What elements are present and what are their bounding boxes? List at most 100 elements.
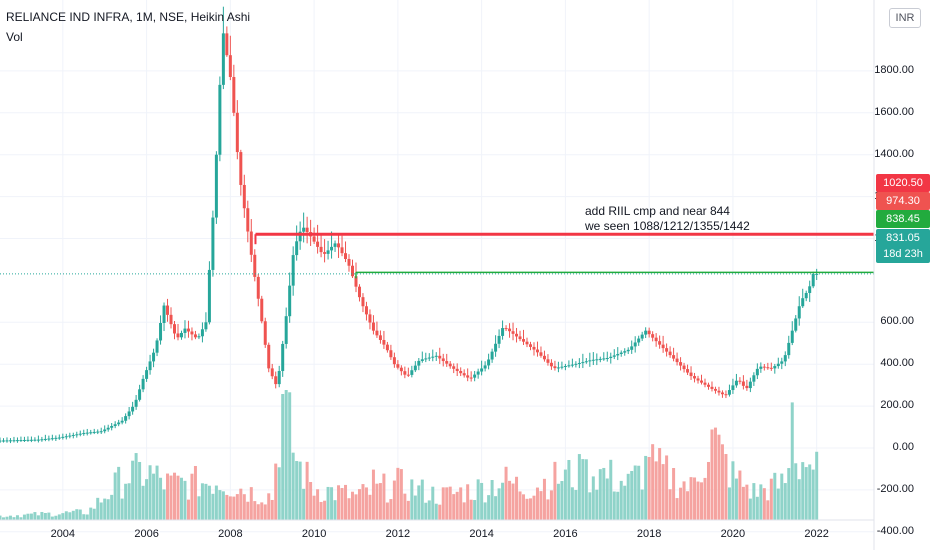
- candle-body: [563, 366, 567, 368]
- candle-body: [399, 367, 403, 372]
- volume-bar: [560, 481, 564, 520]
- candle-body: [169, 314, 173, 325]
- candle-body: [260, 298, 264, 322]
- candle-body: [462, 373, 466, 376]
- volume-bar: [511, 483, 515, 520]
- currency-button[interactable]: INR: [889, 8, 921, 28]
- candle-body: [8, 440, 12, 442]
- volume-bar: [539, 491, 543, 520]
- candle-body: [75, 434, 79, 436]
- volume-bar: [738, 470, 742, 520]
- support-price-tag: 838.45: [876, 210, 930, 228]
- volume-bar: [319, 501, 323, 520]
- candle-body: [218, 84, 222, 155]
- volume-bar: [759, 484, 763, 520]
- volume-bar: [675, 498, 679, 520]
- candle-body: [166, 305, 170, 315]
- candle-body: [581, 362, 585, 364]
- candle-body: [720, 392, 724, 395]
- grid: [0, 0, 874, 533]
- time-axis-tick: 2008: [218, 528, 243, 540]
- volume-bar: [420, 479, 424, 520]
- volume-bar: [29, 513, 33, 520]
- candle-body: [518, 336, 522, 340]
- volume-bar: [745, 484, 749, 520]
- volume-bar: [462, 502, 466, 520]
- volume-bar: [410, 479, 414, 520]
- candle-body: [644, 330, 648, 335]
- candle-body: [438, 355, 442, 359]
- candle-body: [780, 361, 784, 364]
- candle-body: [549, 362, 553, 367]
- volume-bar: [200, 483, 204, 520]
- volume-bar: [389, 499, 393, 520]
- volume-bar: [40, 511, 44, 520]
- volume-bar: [612, 491, 616, 520]
- volume-bar: [801, 462, 805, 520]
- candle-body: [54, 437, 58, 439]
- volume-bar: [103, 498, 107, 520]
- volume-bar: [211, 493, 215, 520]
- candle-body: [448, 363, 452, 367]
- high-price-tag: 974.30: [876, 192, 930, 210]
- candle-body: [452, 366, 456, 369]
- candle-body: [577, 362, 581, 364]
- volume-bar: [298, 461, 302, 520]
- candle-body: [441, 358, 445, 362]
- volume-bar: [1, 517, 5, 520]
- candle-body: [501, 328, 505, 336]
- candle-body: [26, 439, 30, 441]
- candle-body: [267, 344, 271, 369]
- volume-bar: [448, 486, 452, 520]
- candle-body: [326, 250, 330, 254]
- volume-bar: [546, 499, 550, 520]
- candle-body: [47, 438, 51, 440]
- volume-bar: [455, 491, 459, 520]
- candle-body: [661, 344, 665, 349]
- candle-body: [480, 368, 484, 372]
- candle-body: [186, 328, 190, 332]
- candle-body: [494, 343, 498, 352]
- text-annotation[interactable]: add RIIL cmp and near 844 we seen 1088/1…: [585, 204, 750, 234]
- volume-bar: [148, 465, 152, 520]
- volume-bar: [71, 510, 75, 520]
- volume-bar: [766, 500, 770, 520]
- volume-bar: [337, 485, 341, 520]
- volume-bar: [549, 490, 553, 520]
- volume-bar: [333, 500, 337, 520]
- time-axis-tick: 2022: [804, 528, 829, 540]
- candle-body: [420, 359, 424, 361]
- volume-bar: [246, 501, 250, 520]
- volume-bar: [480, 482, 484, 520]
- volume-bar: [204, 483, 208, 520]
- volume-bar: [542, 478, 546, 520]
- volume-bar: [658, 448, 662, 520]
- volume-bar: [476, 479, 480, 520]
- candle-body: [556, 367, 560, 369]
- candle-body: [33, 439, 37, 441]
- volume-bar: [459, 487, 463, 520]
- volume-bar: [445, 487, 449, 520]
- candle-body: [403, 371, 407, 375]
- candle-body: [616, 354, 620, 356]
- candle-body: [630, 346, 634, 350]
- candle-body: [375, 330, 379, 336]
- candle-body: [378, 335, 382, 340]
- candle-body: [808, 286, 812, 293]
- volume-indicator-label[interactable]: Vol: [6, 30, 23, 44]
- candle-body: [675, 358, 679, 363]
- last-price-value: 831.05: [886, 232, 920, 244]
- candle-body: [96, 431, 100, 433]
- candle-body: [134, 399, 138, 407]
- volume-bar: [284, 390, 288, 520]
- volume-bar: [469, 499, 473, 520]
- candle-body: [242, 184, 246, 209]
- volume-bar: [347, 498, 351, 520]
- volume-bar: [619, 480, 623, 520]
- symbol-title[interactable]: RELIANCE IND INFRA, 1M, NSE, Heikin Ashi: [6, 10, 251, 24]
- time-axis-tick: 2014: [469, 528, 494, 540]
- candle-body: [110, 426, 114, 428]
- volume-bar: [504, 466, 508, 520]
- candle-body: [546, 359, 550, 363]
